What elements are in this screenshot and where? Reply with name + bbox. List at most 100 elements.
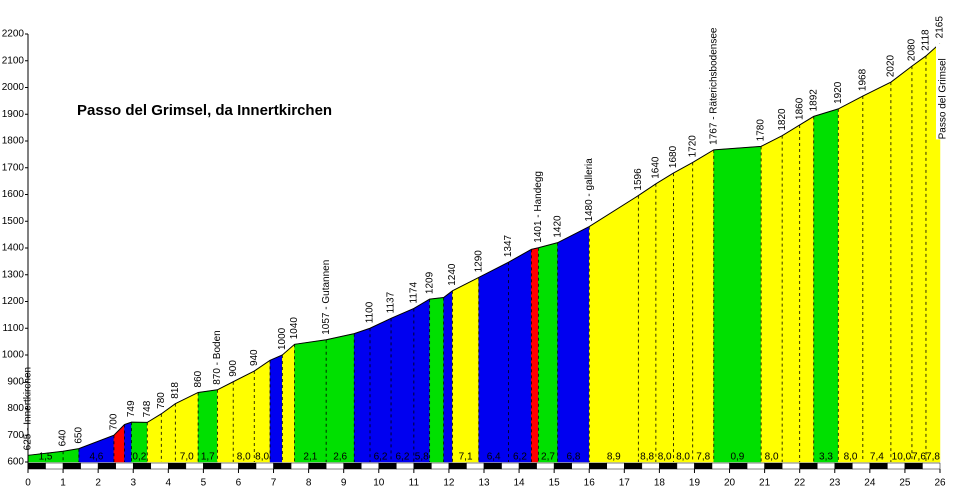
profile-segment <box>217 381 234 463</box>
km-ribbon <box>255 462 274 470</box>
profile-segment <box>588 195 639 463</box>
y-tick-label: 1900 <box>2 109 25 120</box>
profile-segment <box>369 317 392 463</box>
elevation-label: 2080 <box>907 38 918 61</box>
profile-segment <box>413 298 430 463</box>
elevation-label: 1347 <box>503 234 514 257</box>
y-tick-label: 2100 <box>2 55 25 66</box>
km-ribbon <box>290 462 309 470</box>
gradient-label: 1,7 <box>201 452 215 463</box>
elevation-label: 870 - Boden <box>212 330 223 385</box>
y-tick-label: 1200 <box>2 296 25 307</box>
gradient-label: 7,0 <box>180 452 194 463</box>
profile-segment <box>781 124 800 463</box>
gradient-label: 2,7 <box>541 452 555 463</box>
elevation-label: 1100 <box>365 301 376 323</box>
gradient-label: 6,4 <box>487 452 501 463</box>
km-ribbon <box>624 462 643 470</box>
km-ribbon <box>659 462 678 470</box>
profile-segment <box>269 354 283 463</box>
x-tick-label: 17 <box>619 478 631 489</box>
y-tick-label: 1700 <box>2 162 25 173</box>
profile-segment <box>813 108 839 463</box>
profile-segment <box>655 172 674 463</box>
elevation-label: 1209 <box>424 271 435 294</box>
elevation-label: 700 <box>109 413 120 430</box>
elevation-label: 1680 <box>668 145 679 168</box>
y-tick-label: 1500 <box>2 216 25 227</box>
elevation-label: 818 <box>170 382 181 399</box>
gradient-label: 8,8 <box>640 452 654 463</box>
elevation-label: 748 <box>142 400 153 417</box>
profile-segment <box>282 343 295 463</box>
elevation-label: 1040 <box>289 317 300 340</box>
km-ribbon <box>431 462 450 470</box>
gradient-label: 7,4 <box>870 452 884 463</box>
km-ribbon <box>325 462 344 470</box>
km-ribbon <box>887 462 906 470</box>
gradient-label: 8,0 <box>237 452 251 463</box>
gradient-label: 7,8 <box>696 452 710 463</box>
y-tick-label: 1400 <box>2 243 25 254</box>
elevation-label: 2118 <box>921 29 932 51</box>
gradient-label: 8,0 <box>676 452 690 463</box>
elevation-label: 1820 <box>777 108 788 131</box>
elevation-label: 1767 - Räterichsbodensee <box>708 27 719 145</box>
x-tick-label: 20 <box>724 478 736 489</box>
y-tick-label: 2000 <box>2 82 25 93</box>
km-ribbon <box>764 462 783 470</box>
gradient-label: 5,8 <box>415 452 429 463</box>
elevation-label: 1174 <box>408 282 419 304</box>
gradient-label: 8,0 <box>255 452 269 463</box>
km-ribbon <box>729 462 748 470</box>
elevation-label: 1860 <box>794 97 805 120</box>
km-ribbon <box>185 462 204 470</box>
gradient-label: 8,0 <box>844 452 858 463</box>
x-tick-label: 1 <box>60 478 66 489</box>
elevation-label: 749 <box>126 400 137 417</box>
km-ribbon <box>168 462 187 470</box>
gradient-label: 6,2 <box>513 452 527 463</box>
y-tick-label: 1300 <box>2 269 25 280</box>
x-tick-label: 11 <box>409 478 420 489</box>
km-ribbon <box>641 462 660 470</box>
x-tick-label: 26 <box>934 478 946 489</box>
km-ribbon <box>869 462 888 470</box>
elevation-label: 1596 <box>633 168 644 191</box>
km-ribbon <box>80 462 99 470</box>
gradient-label: 8,0 <box>658 452 672 463</box>
x-tick-label: 22 <box>794 478 806 489</box>
gradient-label: 8,9 <box>607 452 621 463</box>
gradient-label: 8,0 <box>765 452 779 463</box>
km-ribbon <box>220 462 239 470</box>
profile-segment <box>294 339 327 463</box>
elevation-label: 1968 <box>857 68 868 91</box>
km-ribbon <box>746 462 765 470</box>
profile-segment <box>124 421 132 463</box>
x-tick-label: 13 <box>478 478 490 489</box>
km-ribbon <box>97 462 116 470</box>
elevation-label: 1057 - Gutannen <box>321 260 332 335</box>
km-ribbon <box>852 462 871 470</box>
profile-segment <box>862 81 892 463</box>
km-ribbon <box>676 462 695 470</box>
profile-segment <box>890 65 913 463</box>
km-ribbon <box>115 462 134 470</box>
profile-segment <box>638 183 657 463</box>
km-ribbon <box>571 462 590 470</box>
km-ribbon <box>360 462 380 470</box>
elevation-label: 940 <box>249 349 260 366</box>
km-ribbon <box>922 462 941 470</box>
y-tick-label: 900 <box>7 376 24 387</box>
profile-segment <box>508 248 532 463</box>
elevation-label: 1780 <box>756 119 767 142</box>
km-ribbon <box>501 462 520 470</box>
km-ribbon <box>518 462 537 470</box>
km-ribbon <box>448 462 467 470</box>
elevation-label: 1920 <box>833 81 844 104</box>
elevation-label: 1640 <box>651 156 662 179</box>
elevation-label: 650 <box>74 427 85 444</box>
x-tick-label: 24 <box>864 478 876 489</box>
x-tick-label: 18 <box>654 478 666 489</box>
